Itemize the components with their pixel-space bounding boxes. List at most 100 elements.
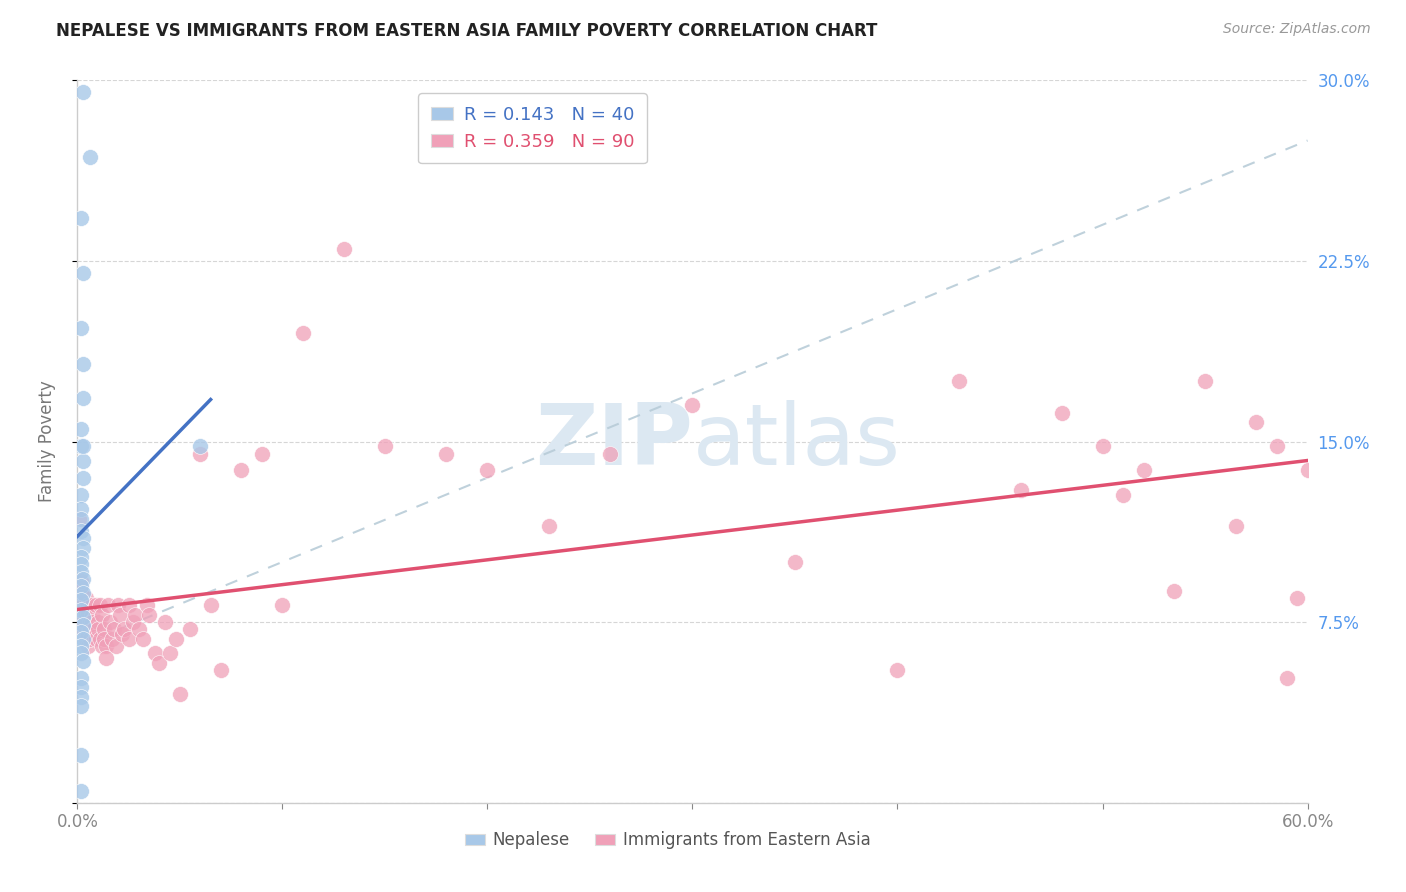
Point (72, 85, 94, 99)
Point (1163, 583, 1185, 598)
Point (70, 579, 93, 593)
Point (70, 699, 93, 714)
Point (333, 242, 356, 256)
Point (103, 623, 125, 637)
Point (1246, 415, 1268, 429)
Point (72, 572, 94, 586)
Point (70, 565, 93, 579)
Point (90, 607, 114, 622)
Point (72, 531, 94, 545)
Point (76, 606, 98, 620)
Point (70, 487, 93, 501)
Point (138, 607, 160, 622)
Text: atlas: atlas (693, 400, 900, 483)
Point (101, 632, 124, 646)
Point (83, 630, 105, 644)
Point (188, 446, 212, 460)
Point (783, 555, 806, 569)
Point (79, 623, 101, 637)
Point (72, 599, 94, 613)
Point (72, 654, 94, 668)
Point (117, 632, 139, 646)
Point (231, 463, 253, 477)
Point (79, 615, 101, 630)
Point (70, 550, 93, 565)
Point (159, 647, 181, 661)
Point (70, 624, 93, 639)
Point (70, 607, 93, 622)
Point (121, 615, 143, 630)
Point (200, 599, 222, 613)
Y-axis label: Family Poverty: Family Poverty (38, 381, 56, 502)
Point (70, 211, 93, 225)
Point (70, 583, 93, 598)
Point (436, 446, 458, 460)
Point (70, 603, 93, 617)
Point (948, 374, 970, 388)
Point (72, 454, 94, 468)
Point (105, 639, 128, 653)
Point (72, 266, 94, 280)
Point (72, 439, 94, 453)
Point (72, 617, 94, 632)
Point (98, 615, 121, 630)
Point (682, 398, 704, 412)
Point (537, 518, 560, 533)
Point (70, 439, 93, 453)
Point (79, 150, 101, 164)
Point (94, 639, 117, 653)
Point (271, 599, 294, 613)
Point (1091, 439, 1114, 453)
Point (136, 599, 159, 613)
Point (79, 632, 101, 646)
Point (72, 470, 94, 484)
Point (124, 607, 146, 622)
Point (94, 651, 117, 665)
Point (70, 579, 93, 593)
Point (80, 615, 103, 630)
Point (165, 632, 187, 646)
Point (76, 627, 98, 641)
Point (70, 502, 93, 516)
Point (1225, 518, 1247, 533)
Point (70, 680, 93, 694)
Point (70, 574, 93, 589)
Point (1275, 671, 1298, 685)
Point (75, 632, 97, 646)
Point (107, 599, 129, 613)
Legend: Nepalese, Immigrants from Eastern Asia: Nepalese, Immigrants from Eastern Asia (458, 824, 877, 856)
Point (76, 639, 98, 653)
Point (128, 623, 150, 637)
Text: ZIP: ZIP (534, 400, 693, 483)
Point (70, 511, 93, 525)
Point (70, 671, 93, 685)
Point (72, 586, 94, 600)
Point (1112, 487, 1135, 501)
Point (70, 639, 93, 653)
Point (70, 422, 93, 436)
Point (76, 599, 98, 613)
Point (83, 623, 105, 637)
Point (169, 687, 191, 701)
Point (93, 623, 115, 637)
Text: NEPALESE VS IMMIGRANTS FROM EASTERN ASIA FAMILY POVERTY CORRELATION CHART: NEPALESE VS IMMIGRANTS FROM EASTERN ASIA… (56, 22, 877, 40)
Point (75, 606, 97, 620)
Point (70, 647, 93, 661)
Point (89, 599, 111, 613)
Point (84, 632, 107, 646)
Point (70, 599, 93, 613)
Point (599, 446, 621, 460)
Point (75, 591, 97, 605)
Point (72, 610, 94, 624)
Point (477, 463, 499, 477)
Point (148, 656, 170, 670)
Point (67, 511, 90, 525)
Point (70, 558, 93, 572)
Point (87, 615, 110, 630)
Point (114, 623, 136, 637)
Point (93, 632, 115, 646)
Point (72, 623, 94, 637)
Point (1286, 591, 1309, 605)
Point (80, 607, 103, 622)
Point (188, 439, 212, 453)
